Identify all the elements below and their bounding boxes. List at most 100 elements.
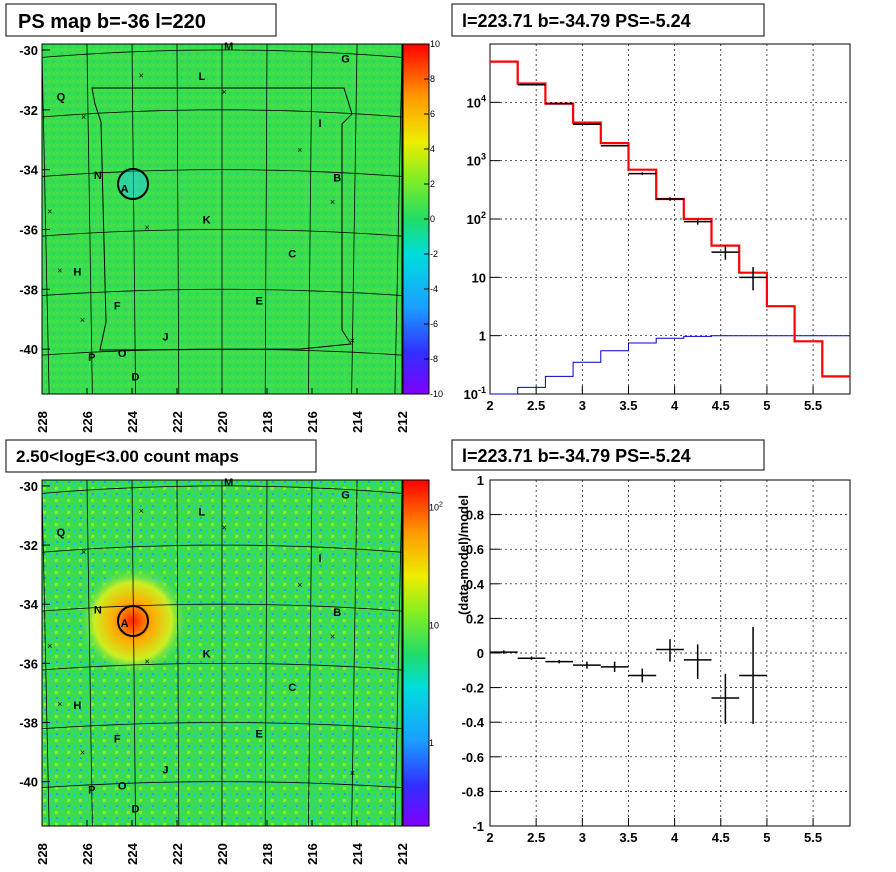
meridian-line xyxy=(86,480,93,826)
colorbar-tick-label: 2 xyxy=(430,179,435,189)
source-cross-marker: × xyxy=(80,315,85,325)
meridian-line xyxy=(351,44,358,394)
y-tick-label: 10-1 xyxy=(464,385,486,402)
source-cross-marker: × xyxy=(350,335,355,345)
source-label-q: Q xyxy=(57,527,66,539)
meridian-line xyxy=(131,44,136,394)
x-tick-label: 212 xyxy=(395,411,410,433)
source-label-g: G xyxy=(341,53,350,65)
y-tick-label: 0.6 xyxy=(466,542,484,557)
ps-map-source-labels: M G L Q I N A B K C H F E J P OD × × × × × × × × × × xyxy=(47,41,355,383)
meridian-line xyxy=(42,480,50,826)
source-cross-marker: × xyxy=(350,768,355,778)
colorbar-tick-label: -8 xyxy=(430,354,438,364)
meridian-line xyxy=(42,44,50,394)
colorbar-tick-label: 4 xyxy=(430,144,435,154)
colorbar-tick-label: -10 xyxy=(430,389,443,399)
x-tick-label: 214 xyxy=(350,410,365,432)
y-tick-label: -40 xyxy=(19,342,38,357)
source-label-g: G xyxy=(341,489,350,501)
source-label-a: A xyxy=(121,184,129,196)
x-tick-label: 4 xyxy=(671,830,679,845)
count-map-coordinate-grid xyxy=(42,480,402,826)
count-map-source-labels: M G L Q I N A B K C H F E J P OD × × × × × × × × × × xyxy=(47,477,355,816)
source-label-c: C xyxy=(288,248,296,260)
x-tick-label: 216 xyxy=(305,843,320,865)
meridian-line xyxy=(351,480,358,826)
y-tick-label: 1 xyxy=(479,329,486,344)
source-label-b: B xyxy=(333,607,341,619)
y-tick-label: 0.2 xyxy=(466,611,484,626)
x-tick-label: 222 xyxy=(170,843,185,865)
source-label-l: L xyxy=(198,507,205,519)
parallel-line xyxy=(42,663,402,671)
source-cross-marker: × xyxy=(222,522,227,532)
x-tick-label: 212 xyxy=(395,843,410,865)
source-cross-marker: × xyxy=(222,87,227,97)
y-tick-label: -0.8 xyxy=(462,784,484,799)
source-label-f: F xyxy=(114,300,121,312)
source-cross-marker: × xyxy=(330,197,335,207)
y-tick-label: 102 xyxy=(467,210,486,227)
x-tick-label: 2 xyxy=(486,830,493,845)
y-tick-label: 104 xyxy=(467,93,486,110)
source-label-p: P xyxy=(88,785,95,797)
y-tick-label: -30 xyxy=(19,43,38,58)
x-tick-label: 2.5 xyxy=(527,398,545,413)
y-tick-label: -0.4 xyxy=(462,715,485,730)
parallel-line xyxy=(42,781,402,789)
residual-title-box xyxy=(451,439,765,471)
y-tick-label: -30 xyxy=(19,479,38,494)
source-cross-marker: × xyxy=(80,748,85,758)
source-label-i: I xyxy=(319,553,322,565)
source-cross-marker: × xyxy=(47,641,52,651)
y-tick-label: 103 xyxy=(467,152,486,169)
meridian-line xyxy=(86,44,93,394)
y-tick-label: -34 xyxy=(19,163,39,178)
y-tick-label: -38 xyxy=(19,282,38,297)
y-tick-label: 0.4 xyxy=(466,577,485,592)
parallel-line xyxy=(42,544,402,553)
x-tick-label: 222 xyxy=(170,411,185,433)
meridian-line xyxy=(131,480,136,826)
ps-map-axes: 228 226 224 222 220 218 216 214 212 -30 -32 -34 -36 -… xyxy=(19,43,410,433)
source-cross-marker: × xyxy=(57,266,62,276)
parallel-line xyxy=(42,485,402,494)
source-label-m: M xyxy=(224,41,233,53)
source-label-o: O xyxy=(118,780,127,792)
x-tick-label: 216 xyxy=(305,411,320,433)
source-label-e: E xyxy=(255,729,262,741)
x-tick-label: 220 xyxy=(215,843,230,865)
x-tick-label: 220 xyxy=(215,411,230,433)
count-map-axes: 228 226 224 222 220 218 216 214 212 -30 -32 -34 -36 -… xyxy=(19,479,410,865)
source-label-p: P xyxy=(88,352,95,364)
source-label-k: K xyxy=(203,215,211,227)
parallel-line xyxy=(42,722,402,730)
ps-map-source-peak xyxy=(119,170,147,198)
source-label-e: E xyxy=(255,296,262,308)
background-model-line xyxy=(490,335,850,395)
y-tick-label: 0 xyxy=(477,646,484,661)
spectrum-title: l=223.71 b=-34.79 PS=-5.24 xyxy=(462,11,691,31)
x-tick-label: 226 xyxy=(80,843,95,865)
parallel-line xyxy=(42,603,402,612)
parallel-line xyxy=(42,288,402,296)
x-tick-label: 226 xyxy=(80,411,95,433)
source-cross-marker: × xyxy=(297,580,302,590)
source-cross-marker: × xyxy=(81,547,86,557)
source-cross-marker: × xyxy=(139,506,144,516)
source-label-k: K xyxy=(203,648,211,660)
y-tick-label: -38 xyxy=(19,715,38,730)
source-label-d: D xyxy=(131,804,139,816)
y-tick-label: -36 xyxy=(19,656,38,671)
colorbar-tick-label: 0 xyxy=(430,214,435,224)
source-label-l: L xyxy=(198,71,205,83)
spectrum-chart: 2 2.5 3 3.5 4 4.5 5 5.5 10-1 1 10 102 103 104 xyxy=(464,44,850,413)
source-label-c: C xyxy=(288,682,296,694)
y-tick-label: -32 xyxy=(19,103,38,118)
source-label-f: F xyxy=(114,733,121,745)
ps-map-title: PS map b=-36 l=220 xyxy=(18,11,206,33)
x-tick-label: 224 xyxy=(125,410,140,432)
y-tick-label: -40 xyxy=(19,775,38,790)
y-tick-label: 0.8 xyxy=(466,508,484,523)
